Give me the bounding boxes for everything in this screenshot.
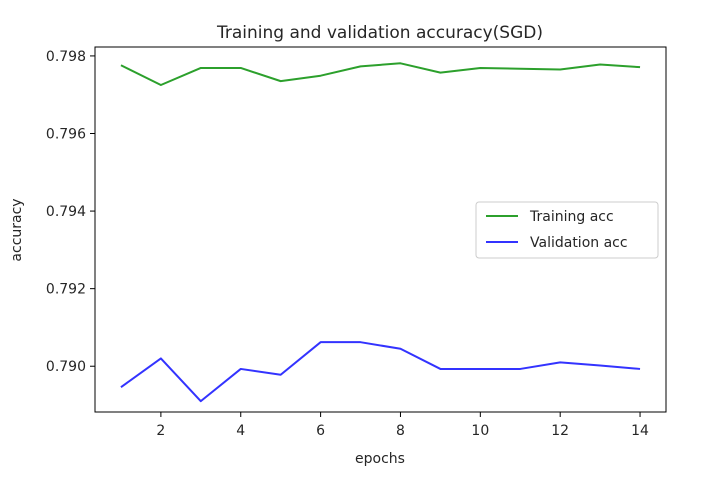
y-tick-label: 0.796	[46, 126, 86, 142]
x-tick-label: 8	[396, 423, 405, 439]
legend: Training acc Validation acc	[475, 201, 659, 259]
x-tick-label: 12	[551, 423, 569, 439]
series-line-training-acc	[120, 62, 641, 87]
x-tick-label: 6	[316, 423, 325, 439]
x-tick-label: 4	[236, 423, 245, 439]
y-tick-label: 0.798	[46, 49, 86, 65]
series-layer	[120, 62, 641, 403]
x-tick-label: 14	[631, 423, 649, 439]
chart-title: Training and validation accuracy(SGD)	[216, 23, 543, 43]
legend-box	[475, 201, 659, 259]
legend-label-training: Training acc	[529, 209, 614, 225]
y-tick-label: 0.792	[46, 282, 86, 298]
x-tick-label: 10	[471, 423, 489, 439]
x-axis: 2 4 6 8 10 12 14	[156, 412, 649, 439]
y-tick-label: 0.794	[46, 204, 86, 220]
x-axis-label: epochs	[355, 451, 405, 467]
y-axis: 0.790 0.792 0.794 0.796 0.798	[46, 49, 95, 375]
y-tick-label: 0.790	[46, 359, 86, 375]
y-axis-label: accuracy	[9, 198, 25, 261]
series-line-validation-acc	[120, 341, 641, 403]
x-tick-label: 2	[156, 423, 165, 439]
legend-label-validation: Validation acc	[530, 235, 628, 251]
